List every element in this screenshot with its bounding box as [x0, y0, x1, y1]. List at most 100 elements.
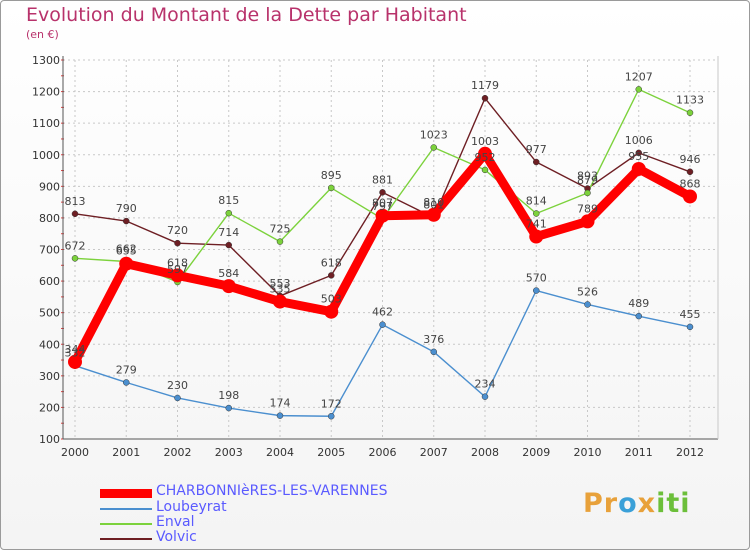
data-label: 790: [116, 202, 137, 215]
y-tick-label: 100: [39, 433, 60, 446]
data-point: [174, 394, 181, 402]
y-tick-label: 1100: [32, 117, 60, 130]
data-label: 895: [321, 169, 342, 182]
y-tick-label: 200: [39, 401, 60, 414]
data-label: 813: [65, 195, 86, 208]
x-tick-label: 2007: [420, 446, 448, 459]
x-tick-label: 2011: [625, 446, 653, 459]
data-label: 198: [218, 389, 239, 402]
data-label: 332: [65, 347, 86, 360]
data-label: 618: [167, 256, 188, 269]
data-point: [686, 168, 694, 176]
legend-swatch: [100, 508, 152, 510]
data-label: 893: [577, 170, 598, 183]
y-tick-label: 1300: [32, 54, 60, 67]
legend-label: CHARBONNIèRES-LES-VARENNES: [156, 483, 388, 499]
data-point: [481, 393, 489, 400]
data-label: 815: [218, 194, 239, 207]
data-point: [430, 144, 437, 151]
data-point: [533, 210, 540, 217]
data-label: 720: [167, 224, 188, 237]
data-label: 503: [321, 293, 342, 306]
data-label: 662: [116, 243, 137, 256]
data-label: 789: [577, 202, 598, 215]
data-label: 801: [423, 199, 444, 212]
data-point: [481, 94, 489, 102]
data-point: [170, 268, 185, 283]
data-point: [71, 255, 79, 262]
data-label: 1133: [676, 94, 704, 107]
data-label: 279: [116, 363, 137, 376]
x-tick-label: 2000: [61, 446, 89, 459]
x-tick-label: 2012: [676, 446, 704, 459]
data-point: [430, 348, 437, 356]
data-label: 462: [372, 306, 393, 319]
data-label: 618: [321, 256, 342, 269]
data-label: 535: [270, 283, 291, 296]
data-label: 230: [167, 379, 188, 392]
data-point: [123, 217, 130, 225]
data-label: 810: [423, 196, 444, 209]
x-tick-label: 2001: [112, 446, 140, 459]
x-tick-label: 2002: [164, 446, 192, 459]
data-point: [426, 207, 441, 222]
data-point: [635, 149, 642, 157]
data-label: 1179: [471, 79, 499, 92]
legend-label: Volvic: [156, 529, 197, 545]
data-label: 455: [680, 308, 701, 321]
y-tick-label: 1200: [32, 86, 60, 99]
data-label: 344: [65, 343, 86, 356]
proxiti-logo: Proxiti: [583, 488, 691, 519]
data-point: [635, 86, 642, 93]
x-tick-label: 2010: [574, 446, 602, 459]
data-point: [481, 166, 489, 174]
chart-title: Evolution du Montant de la Dette par Hab…: [26, 4, 467, 26]
data-label: 1003: [471, 135, 499, 148]
y-tick-label: 700: [39, 244, 60, 257]
data-label: 946: [680, 153, 701, 166]
x-tick-label: 2005: [317, 446, 345, 459]
data-label: 570: [526, 272, 547, 285]
data-label: 553: [270, 277, 291, 290]
data-label: 714: [218, 226, 239, 239]
data-point: [379, 189, 386, 196]
data-point: [379, 321, 386, 328]
data-point: [119, 256, 134, 271]
data-label: 655: [116, 245, 137, 258]
data-label: 977: [526, 143, 547, 156]
data-point: [221, 279, 236, 294]
data-label: 584: [218, 267, 239, 280]
y-tick-label: 600: [39, 275, 60, 288]
data-point: [123, 379, 130, 386]
y-tick-label: 400: [39, 338, 60, 351]
legend-item-charbonnieres: CHARBONNIèRES-LES-VARENNES: [100, 483, 460, 501]
data-point: [683, 189, 697, 204]
data-label: 526: [577, 285, 598, 298]
data-point: [580, 214, 595, 229]
legend-label: Loubeyrat: [156, 499, 227, 515]
data-point: [328, 413, 335, 420]
data-label: 952: [475, 151, 496, 164]
data-label: 672: [65, 239, 86, 252]
y-tick-label: 500: [39, 307, 60, 320]
legend-item-enval: Enval: [100, 514, 460, 532]
x-tick-label: 2009: [522, 446, 550, 459]
data-point: [68, 354, 82, 369]
data-label: 881: [372, 173, 393, 186]
data-point: [631, 161, 646, 176]
data-point: [273, 294, 287, 309]
data-point: [276, 238, 284, 245]
y-tick-label: 300: [39, 370, 60, 383]
data-point: [225, 241, 232, 249]
y-tick-label: 800: [39, 212, 60, 225]
x-tick-label: 2008: [471, 446, 499, 459]
data-point: [328, 272, 335, 279]
data-label: 1023: [420, 128, 448, 141]
data-point: [276, 412, 284, 419]
data-point: [375, 208, 390, 223]
y-tick-label: 900: [39, 180, 60, 193]
legend-label: Enval: [156, 514, 195, 530]
x-tick-label: 2003: [215, 446, 243, 459]
data-label: 725: [270, 223, 291, 236]
x-tick-label: 2004: [266, 446, 294, 459]
